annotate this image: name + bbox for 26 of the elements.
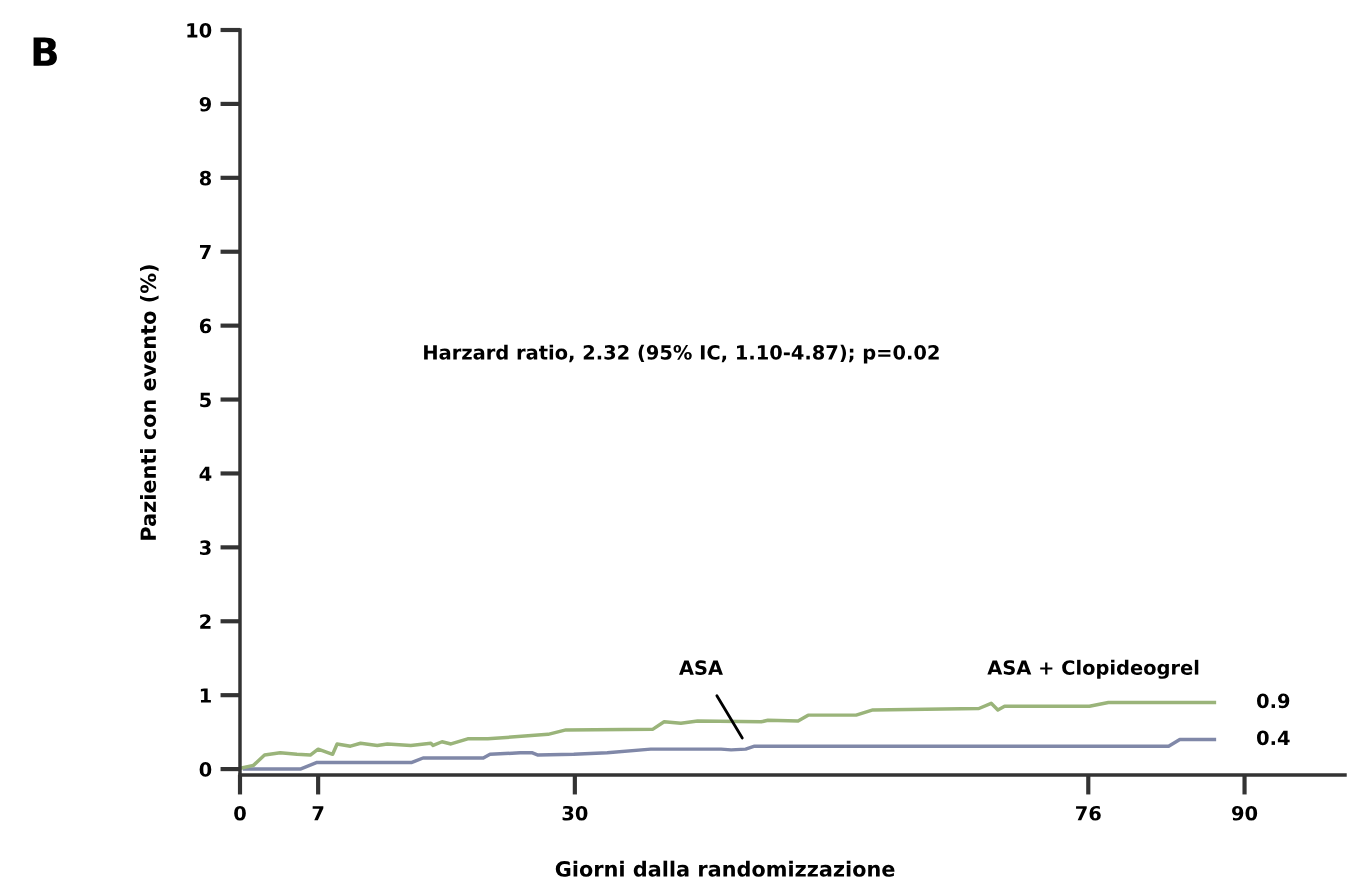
annotation: 0.9 xyxy=(1257,693,1290,709)
line-series xyxy=(242,737,1217,771)
x-tick-label: 0 xyxy=(234,805,246,821)
y-tick-label: 5 xyxy=(200,392,211,408)
y-axis-title: Pazienti con evento (%) xyxy=(140,265,159,540)
y-tick-label: 1 xyxy=(200,688,211,703)
series-label: ASA + Clopideogrel xyxy=(987,659,1199,679)
line-series xyxy=(240,700,1217,771)
y-tick-label: 4 xyxy=(199,466,212,481)
y-tick-label: 10 xyxy=(187,22,212,38)
x-tick-label: 90 xyxy=(1232,805,1258,821)
y-tick-label: 9 xyxy=(199,96,211,112)
x-tick-label: 76 xyxy=(1076,805,1101,821)
text: ASA xyxy=(679,660,723,675)
x-axis-title: Giorni dalla randomizzazione xyxy=(555,860,895,877)
y-tick-label: 2 xyxy=(200,614,211,629)
x-tick-label: 7 xyxy=(312,806,324,821)
y-tick-label: 6 xyxy=(199,318,212,334)
y-tick-label: 0 xyxy=(199,762,212,777)
y-tick-label: 7 xyxy=(199,244,211,260)
x-tick-label: 30 xyxy=(562,805,588,821)
chart-title: B xyxy=(33,37,57,66)
annotation: 0.4 xyxy=(1257,730,1290,746)
y-tick-label: 3 xyxy=(199,540,211,556)
y-tick-label: 8 xyxy=(199,170,212,186)
annotation: Harzard ratio, 2.32 (95% IC, 1.10-4.87); p=0.02 xyxy=(424,344,939,364)
